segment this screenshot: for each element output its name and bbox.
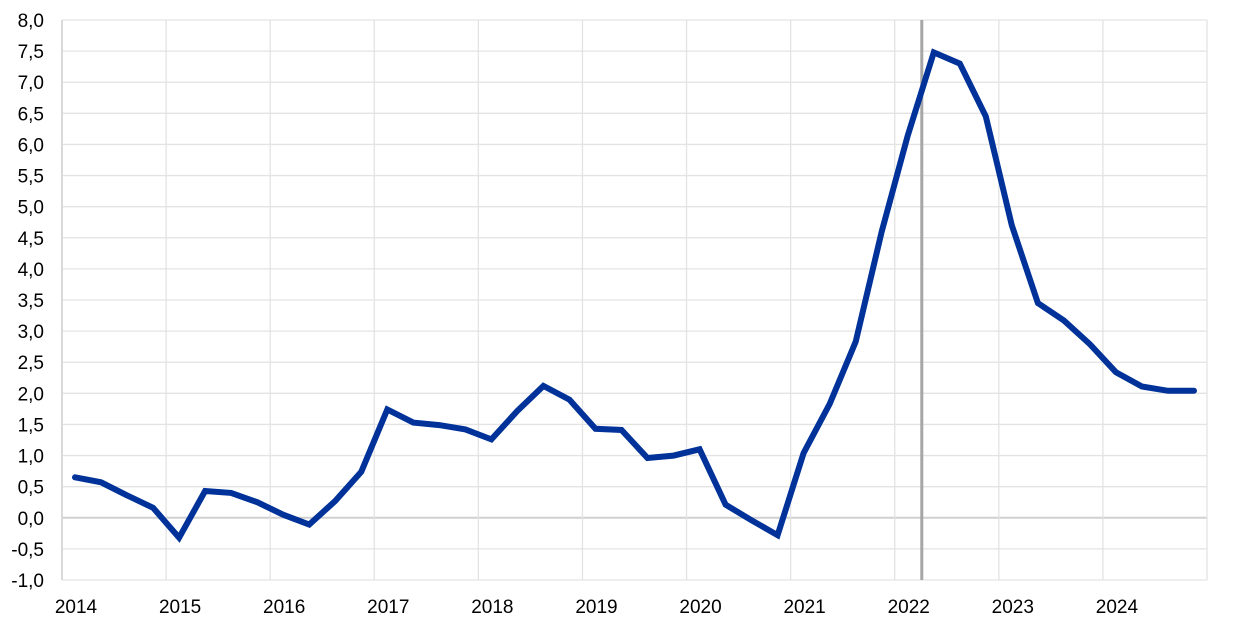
- x-tick-label: 2021: [783, 597, 825, 618]
- y-tick-label: 3,0: [18, 322, 44, 343]
- series-line: [72, 48, 1197, 543]
- series-layer: [72, 48, 1197, 543]
- y-tick-label: 7,0: [18, 73, 44, 94]
- y-tick-label: 1,0: [18, 447, 44, 468]
- x-tick-label: 2023: [992, 597, 1034, 618]
- y-tick-label: 4,5: [18, 229, 44, 250]
- y-tick-label: 6,0: [18, 135, 44, 156]
- y-tick-label: -0,5: [11, 540, 44, 561]
- x-tick-label: 2017: [367, 597, 409, 618]
- x-tick-label: 2018: [471, 597, 513, 618]
- x-tick-label: 2024: [1096, 597, 1139, 618]
- y-axis-ticks: -1,0 -0,5 0,0 0,5 1,0 1,5 2,0 2,5 3,0 3,5 4,0 4,5 5,…: [11, 11, 44, 592]
- y-tick-label: 0,0: [18, 509, 44, 530]
- y-tick-label: 2,5: [18, 353, 44, 374]
- y-tick-label: 2,0: [18, 384, 44, 405]
- x-tick-label: 2014: [55, 597, 98, 618]
- y-tick-label: 5,0: [18, 198, 44, 219]
- y-tick-label: -1,0: [11, 571, 44, 592]
- x-tick-label: 2019: [575, 597, 617, 618]
- x-tick-label: 2020: [679, 597, 721, 618]
- x-tick-label: 2015: [159, 597, 201, 618]
- x-tick-label: 2016: [263, 597, 305, 618]
- x-axis-ticks: 2014 2015 2016 2017 2018 2019 2020 2021 2022 2023…: [55, 597, 1139, 618]
- y-tick-label: 0,5: [18, 478, 44, 499]
- y-tick-label: 5,5: [18, 167, 44, 188]
- y-tick-label: 3,5: [18, 291, 44, 312]
- y-tick-label: 7,5: [18, 42, 44, 63]
- gridlines: [61, 19, 1208, 581]
- y-tick-label: 8,0: [18, 11, 44, 32]
- y-tick-label: 6,5: [18, 104, 44, 125]
- x-tick-label: 2022: [888, 597, 930, 618]
- y-tick-label: 4,0: [18, 260, 44, 281]
- y-tick-label: 1,5: [18, 415, 44, 436]
